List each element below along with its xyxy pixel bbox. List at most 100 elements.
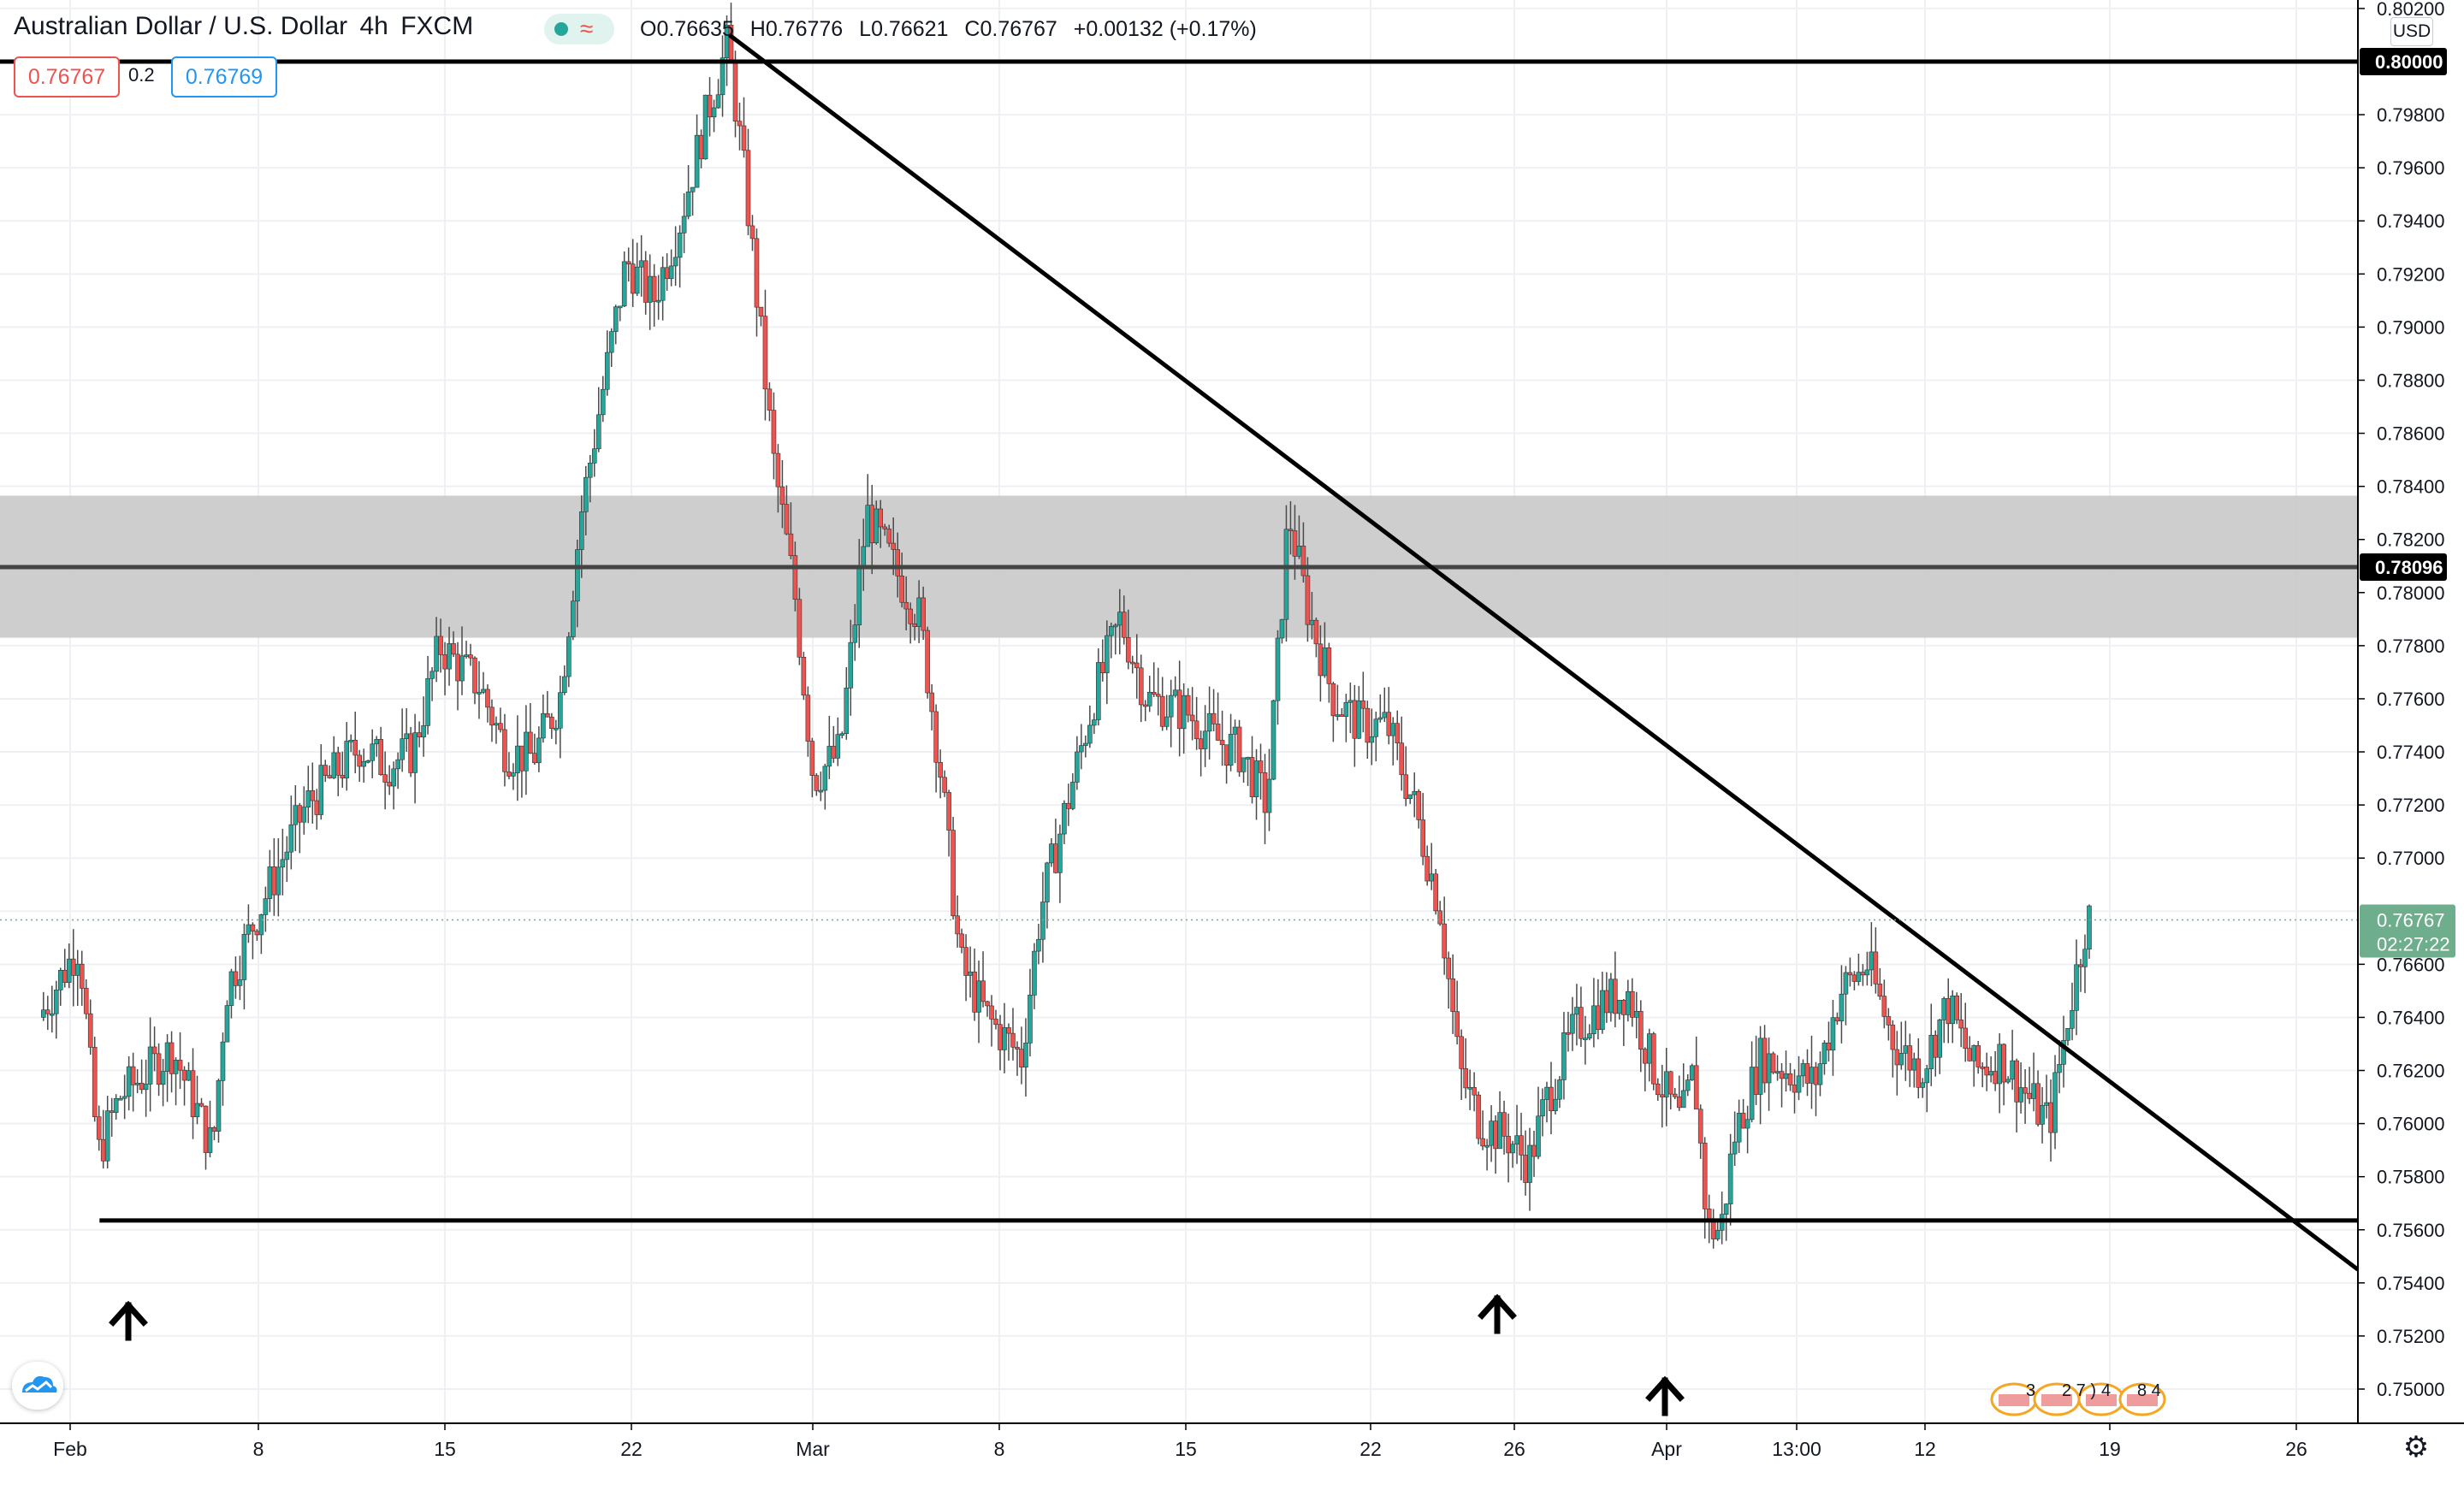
candle (477, 660, 482, 719)
candle-body (1817, 1063, 1823, 1085)
settings-gear-icon[interactable]: ⚙ (2402, 1431, 2430, 1463)
candle (1028, 968, 1033, 1057)
candle-body (2052, 1072, 2058, 1133)
candle-body (1075, 751, 1080, 783)
candle-body (92, 1047, 98, 1117)
candle (374, 736, 379, 757)
candle-body (404, 733, 409, 739)
candle (288, 795, 294, 870)
candle (1920, 1078, 1926, 1098)
candle-body (216, 1080, 222, 1132)
candle (207, 1100, 213, 1157)
candle (698, 129, 704, 169)
candle (968, 946, 973, 998)
candle-body (587, 463, 593, 478)
candle (784, 485, 790, 535)
candle-body (387, 782, 392, 787)
symbol-title[interactable]: Australian Dollar / U.S. Dollar 4h FXCM (14, 12, 478, 41)
candle (1442, 896, 1447, 975)
candle (1399, 716, 1405, 791)
price-label: 0.78200 (2377, 529, 2445, 551)
candle (955, 895, 960, 948)
candle-body (1168, 695, 1174, 718)
tradingview-logo[interactable] (12, 1362, 63, 1410)
candle-body (1723, 1203, 1729, 1215)
candle (715, 79, 721, 109)
candle (1804, 1049, 1810, 1097)
candle (1045, 861, 1050, 929)
candle-body (1181, 695, 1187, 730)
candle-body (305, 790, 311, 807)
candle (224, 1000, 230, 1043)
candle (1536, 1086, 1541, 1160)
candle-body (1663, 1071, 1669, 1097)
candle-body (1053, 843, 1058, 873)
candle (677, 225, 683, 288)
candle (126, 1055, 132, 1111)
candle-body (1032, 950, 1037, 996)
low-value: 0.76621 (871, 17, 949, 41)
candle (1168, 679, 1174, 748)
candle-body (1617, 1000, 1622, 1014)
candle-body (1062, 802, 1067, 835)
candle-body (1493, 1120, 1498, 1150)
candle-body (1770, 1053, 1776, 1073)
candle-body (228, 971, 234, 1006)
candle (1270, 699, 1276, 781)
buy-button[interactable]: 0.76769 (171, 56, 277, 98)
candle-body (1313, 619, 1319, 645)
time-label: 15 (434, 1438, 456, 1460)
candle-body (1206, 712, 1212, 732)
candle-body (554, 727, 559, 730)
candle (1650, 1032, 1656, 1091)
candle-body (985, 1001, 990, 1007)
candle-body (1343, 701, 1349, 717)
candle (1228, 713, 1234, 772)
candle-body (323, 765, 329, 776)
candle (1753, 1035, 1759, 1105)
market-status[interactable]: ≈ (544, 14, 614, 44)
candle-body (1540, 1099, 1545, 1117)
price-label: 0.75800 (2377, 1167, 2445, 1188)
candle (1079, 724, 1084, 770)
candle-body (2010, 1060, 2015, 1080)
candle-body (677, 233, 683, 258)
candle-body (378, 739, 383, 775)
candle (1971, 1044, 1976, 1087)
candle (1613, 951, 1618, 1028)
price-label: 0.78600 (2377, 423, 2445, 445)
candle-body (173, 1060, 179, 1074)
price-label: 0.79800 (2377, 104, 2445, 126)
candle-body (2074, 964, 2079, 1011)
candle-body (1454, 1011, 1460, 1038)
candle-body (2061, 1039, 2066, 1065)
candle-body (578, 511, 584, 550)
candle-body (532, 753, 537, 764)
candle (340, 751, 346, 788)
sell-button[interactable]: 0.76767 (14, 56, 120, 98)
candle (1454, 980, 1460, 1045)
candle-body (878, 508, 884, 528)
candle (1155, 667, 1161, 716)
candle-body (2040, 1105, 2045, 1125)
candle (1715, 1221, 1721, 1241)
candle-body (899, 575, 904, 603)
candle (1066, 783, 1071, 826)
candle (271, 837, 277, 916)
candle-body (617, 305, 623, 309)
candle-body (998, 1024, 1003, 1050)
candle-body (1916, 1058, 1922, 1088)
currency-button[interactable]: USD (2390, 17, 2433, 46)
candle (1172, 676, 1178, 698)
candle (203, 1105, 209, 1170)
candle-body (391, 768, 396, 787)
candle (1762, 1025, 1768, 1093)
candle (1963, 1002, 1968, 1062)
candle-body (451, 643, 456, 655)
candle-body (583, 476, 589, 512)
candle (771, 392, 777, 480)
candle-body (771, 410, 777, 454)
candle-body (2048, 1102, 2053, 1133)
candle (668, 249, 674, 287)
